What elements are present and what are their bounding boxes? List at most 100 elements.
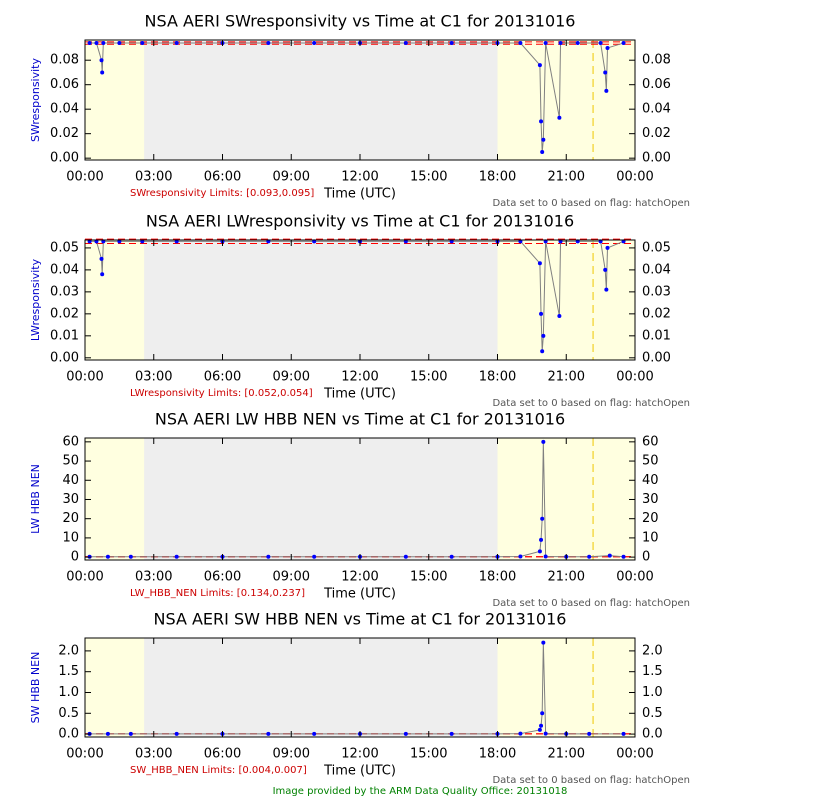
data-point: [587, 554, 592, 559]
data-point: [312, 41, 317, 46]
x-tick-label: 06:00: [204, 747, 241, 762]
y-tick-label: 0.02: [50, 306, 79, 321]
data-point: [105, 554, 110, 559]
y-tick-label: 2.0: [58, 643, 79, 658]
data-point: [128, 554, 133, 559]
y-tick-label: 0.08: [50, 53, 79, 68]
y-tick-label: 0.06: [50, 77, 79, 92]
limits-label: SWresponsivity Limits: [0.093,0.095]: [130, 188, 314, 199]
x-tick-label: 18:00: [479, 747, 516, 762]
x-tick-label: 06:00: [204, 370, 241, 385]
x-tick-label: 12:00: [341, 570, 378, 585]
footer: Image provided by the ARM Data Quality O…: [273, 786, 568, 797]
data-point: [541, 439, 546, 444]
x-tick-label: 00:00: [66, 747, 103, 762]
data-point: [87, 41, 92, 46]
data-point: [539, 537, 544, 542]
data-point: [539, 723, 544, 728]
y-tick-label: 0.04: [50, 102, 79, 117]
data-point: [540, 349, 545, 354]
y-tick-label: 10: [62, 530, 79, 545]
data-point: [94, 41, 99, 46]
x-axis-label: Time (UTC): [323, 764, 396, 779]
y2-tick-label: 2.0: [642, 643, 663, 658]
x-tick-label: 21:00: [548, 170, 585, 185]
note: Data set to 0 based on flag: hatchOpen: [492, 775, 690, 786]
chart-title: NSA AERI LWresponsivity vs Time at C1 fo…: [146, 212, 574, 231]
x-tick-label: 12:00: [341, 370, 378, 385]
data-point: [557, 314, 562, 319]
y2-tick-label: 0.02: [642, 126, 671, 141]
y2-tick-label: 50: [642, 454, 659, 469]
data-point: [537, 549, 542, 554]
x-tick-label: 15:00: [410, 747, 447, 762]
shaded-region: [144, 240, 498, 360]
note: Data set to 0 based on flag: hatchOpen: [492, 398, 690, 409]
chart-title: NSA AERI SW HBB NEN vs Time at C1 for 20…: [154, 610, 567, 629]
y2-tick-label: 0.08: [642, 53, 671, 68]
data-point: [541, 137, 546, 142]
x-tick-label: 00:00: [616, 370, 653, 385]
data-point: [603, 70, 608, 75]
data-point: [543, 41, 548, 46]
data-point: [605, 245, 610, 250]
data-point: [403, 554, 408, 559]
data-point: [557, 115, 562, 120]
x-tick-label: 15:00: [410, 570, 447, 585]
data-point: [266, 554, 271, 559]
data-point: [518, 554, 523, 559]
x-axis-label: Time (UTC): [323, 187, 396, 202]
data-point: [607, 553, 612, 558]
x-tick-label: 00:00: [616, 747, 653, 762]
chart-title: NSA AERI SWresponsivity vs Time at C1 fo…: [145, 12, 576, 31]
data-point: [621, 554, 626, 559]
data-point: [604, 88, 609, 93]
y-tick-label: 0.01: [50, 328, 79, 343]
x-axis-label: Time (UTC): [323, 587, 396, 602]
data-point: [140, 41, 145, 46]
data-point: [518, 41, 523, 46]
data-point: [604, 287, 609, 292]
y2-tick-label: 0.04: [642, 262, 671, 277]
y-tick-label: 0.5: [58, 706, 79, 721]
x-tick-label: 18:00: [479, 570, 516, 585]
data-point: [449, 41, 454, 46]
data-point: [543, 731, 548, 736]
note: Data set to 0 based on flag: hatchOpen: [492, 198, 690, 209]
data-point: [99, 58, 104, 63]
y2-tick-label: 0.05: [642, 240, 671, 255]
data-point: [266, 731, 271, 736]
x-tick-label: 09:00: [273, 747, 310, 762]
data-point: [403, 41, 408, 46]
shaded-region: [144, 438, 498, 560]
limits-label: SW_HBB_NEN Limits: [0.004,0.007]: [130, 765, 307, 776]
shaded-region: [144, 638, 498, 737]
y2-tick-label: 0.5: [642, 706, 663, 721]
y2-tick-label: 0.04: [642, 102, 671, 117]
y2-tick-label: 0.00: [642, 350, 671, 365]
note: Data set to 0 based on flag: hatchOpen: [492, 598, 690, 609]
y-tick-label: 0.03: [50, 284, 79, 299]
x-tick-label: 21:00: [548, 570, 585, 585]
y-axis-label: SWresponsivity: [29, 58, 42, 142]
data-point: [558, 41, 563, 46]
data-point: [312, 554, 317, 559]
x-tick-label: 06:00: [204, 170, 241, 185]
y-tick-label: 1.0: [58, 685, 79, 700]
x-tick-label: 00:00: [66, 170, 103, 185]
y-axis-label: LW HBB NEN: [29, 464, 42, 534]
y2-tick-label: 10: [642, 530, 659, 545]
y2-tick-label: 0.01: [642, 328, 671, 343]
y2-tick-label: 30: [642, 492, 659, 507]
y-tick-label: 0.00: [50, 151, 79, 166]
chart-title: NSA AERI LW HBB NEN vs Time at C1 for 20…: [155, 410, 565, 429]
data-point: [449, 731, 454, 736]
x-tick-label: 09:00: [273, 570, 310, 585]
data-point: [543, 554, 548, 559]
x-tick-label: 03:00: [135, 170, 172, 185]
y2-tick-label: 0: [642, 550, 650, 565]
data-point: [518, 731, 523, 736]
x-tick-label: 09:00: [273, 370, 310, 385]
